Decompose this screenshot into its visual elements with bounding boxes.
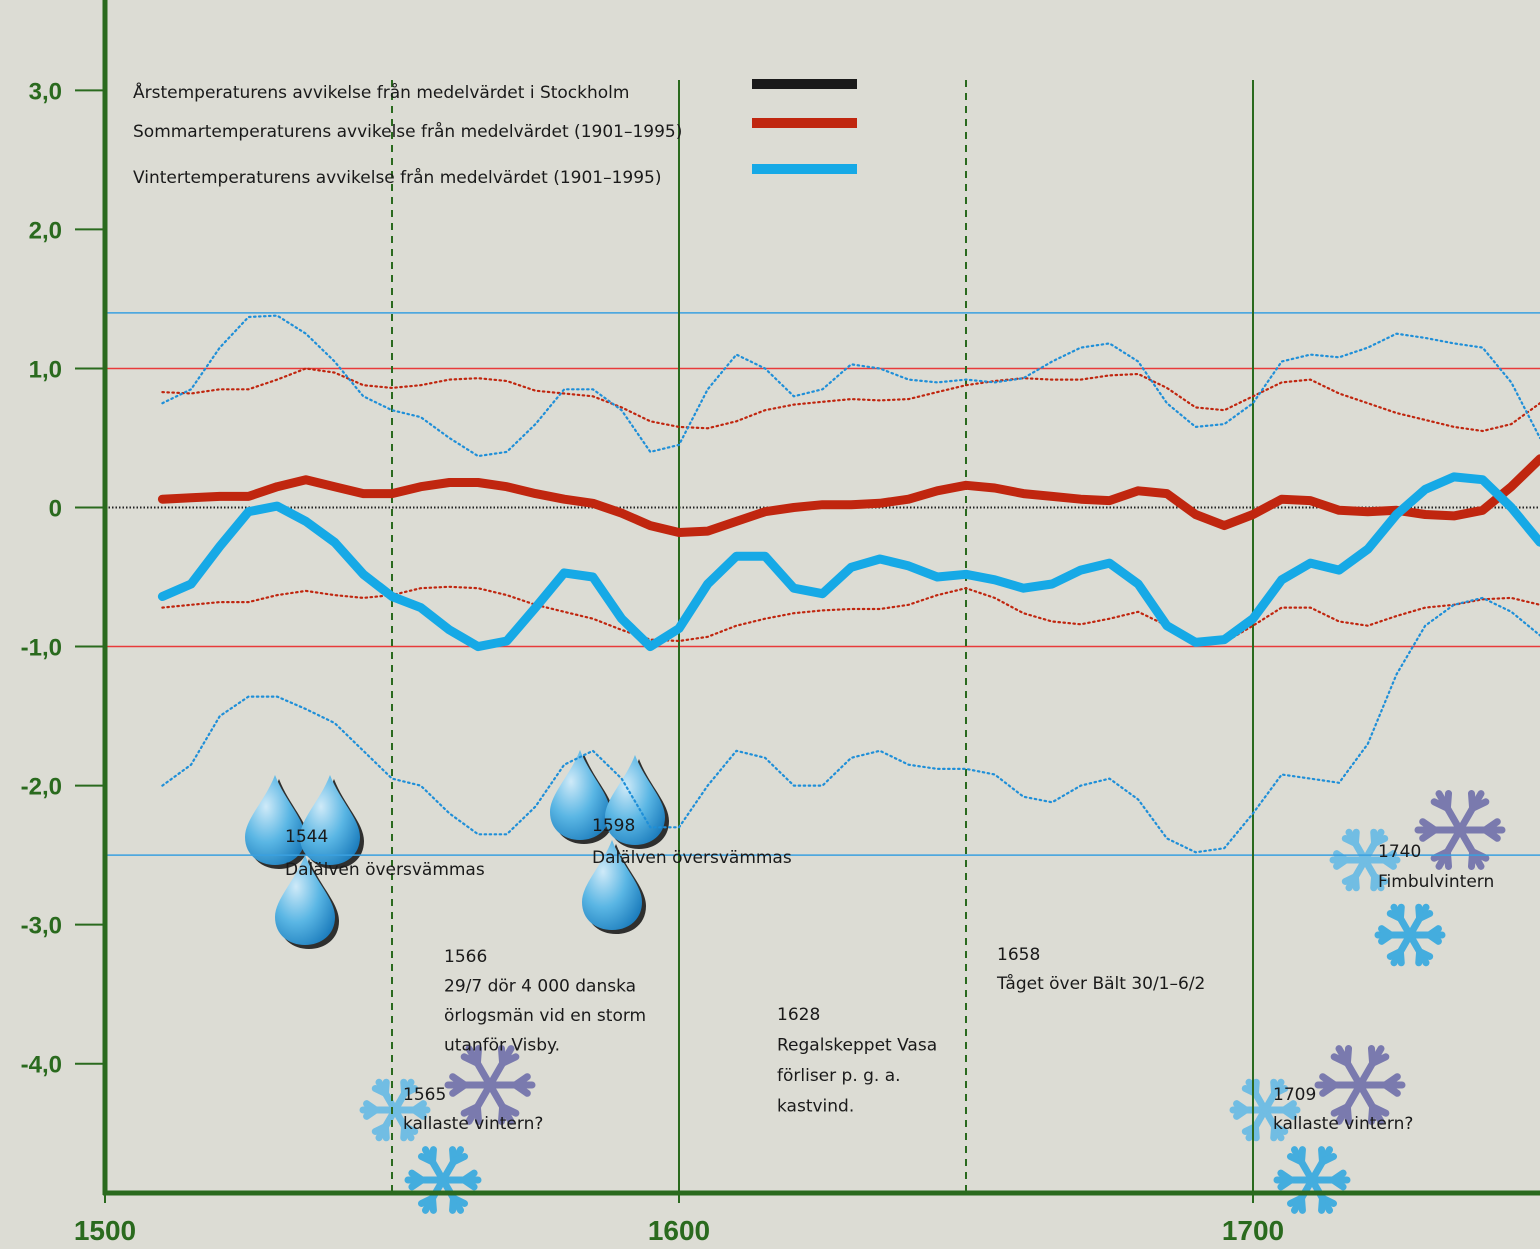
y-tick-label: -2,0 — [21, 774, 62, 801]
snowflake-branch — [1347, 1049, 1348, 1064]
annotation: 1566 — [444, 947, 487, 967]
y-tick-label: -3,0 — [21, 913, 62, 940]
y-tick-label: 2,0 — [29, 217, 62, 244]
snowflake-branch — [1447, 794, 1448, 809]
annotation: 29/7 dör 4 000 danska — [444, 977, 636, 997]
legend-label: Årstemperaturens avvikelse från medelvär… — [133, 81, 629, 103]
chart: Årstemperaturens avvikelse från medelvär… — [0, 0, 1540, 1249]
legend-label: Vintertemperaturens avvikelse från medel… — [133, 167, 662, 188]
annotation: 1544 — [285, 827, 328, 847]
y-tick-label: -4,0 — [21, 1052, 62, 1079]
y-tick-label: 3,0 — [29, 78, 62, 105]
x-tick-label: 1600 — [648, 1215, 710, 1246]
snowflake-branch — [1390, 952, 1400, 957]
snowflake-branch — [453, 1198, 454, 1210]
annotation: 1709 — [1273, 1085, 1316, 1105]
snowflake-branch — [1290, 1198, 1301, 1203]
snowflake-branch — [1374, 877, 1375, 888]
annotation: kallaste vintern? — [1273, 1114, 1413, 1134]
annotation: utanför Visby. — [444, 1036, 560, 1056]
snowflake-branch — [1322, 1198, 1323, 1210]
snowflake-branch — [1400, 907, 1401, 918]
snowflake-branch — [421, 1198, 432, 1203]
snowflake-branch — [1471, 852, 1472, 867]
snowflake-branch — [1255, 1082, 1256, 1093]
snowflake-branch — [1345, 877, 1355, 882]
annotation: Regalskeppet Vasa — [777, 1036, 937, 1056]
x-tick-label: 1500 — [74, 1215, 136, 1246]
legend-label: Sommartemperaturens avvikelse från medel… — [133, 121, 682, 142]
annotation: 1565 — [403, 1085, 446, 1105]
y-tick-label: 0 — [49, 496, 62, 523]
snowflake-branch — [1420, 914, 1430, 919]
snowflake-branch — [433, 1150, 434, 1162]
annotation: 1658 — [997, 945, 1040, 965]
y-tick-label: 1,0 — [29, 356, 62, 383]
snowflake-branch — [454, 1157, 465, 1162]
snowflake-branch — [1323, 1157, 1334, 1162]
y-tick-label: -1,0 — [21, 635, 62, 662]
annotation: kallaste vintern? — [403, 1114, 543, 1134]
snowflake-branch — [1355, 832, 1356, 843]
snowflake-branch — [375, 1127, 385, 1132]
annotation: kastvind. — [777, 1097, 854, 1117]
annotation: Tåget över Bält 30/1–6/2 — [996, 973, 1205, 994]
annotation: Fimbulvintern — [1378, 872, 1494, 892]
x-tick-label: 1700 — [1222, 1215, 1284, 1246]
snowflake-branch — [1302, 1150, 1303, 1162]
annotation: Dalälven översvämmas — [285, 860, 485, 880]
annotation: örlogsmän vid en storm — [444, 1006, 646, 1026]
annotation: förliser p. g. a. — [777, 1066, 901, 1086]
snowflake-branch — [1419, 952, 1420, 963]
annotation: 1628 — [777, 1005, 820, 1025]
annotation: 1598 — [592, 816, 635, 836]
annotation: Dalälven översvämmas — [592, 848, 792, 868]
snowflake-branch — [385, 1082, 386, 1093]
annotation: 1740 — [1378, 842, 1421, 862]
